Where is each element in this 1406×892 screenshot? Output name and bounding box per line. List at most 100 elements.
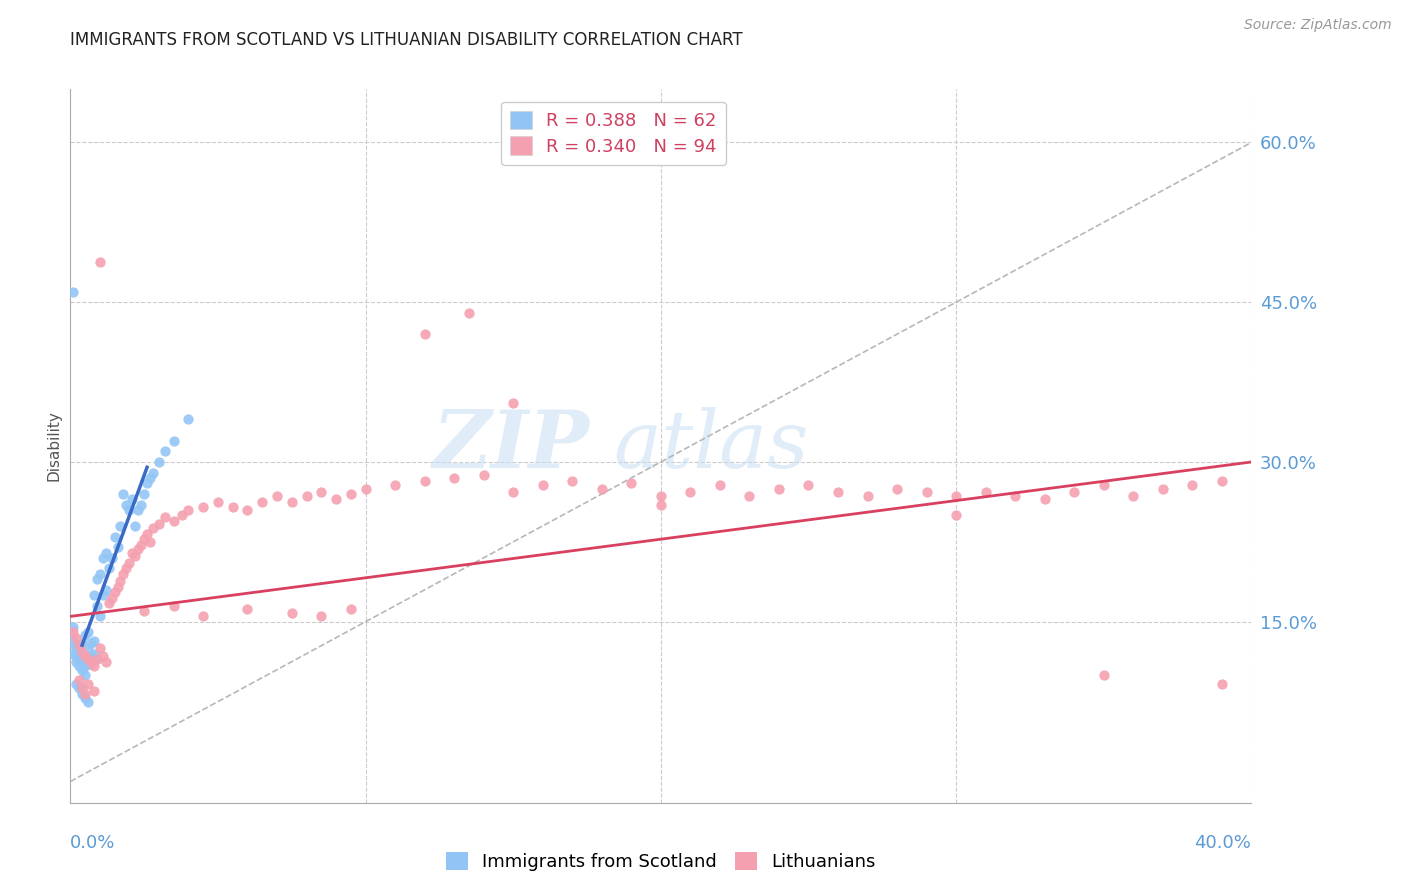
Point: [65, 641, 87, 656]
Point: [110, 519, 132, 533]
Point: [127, 503, 149, 517]
Point: [67, 652, 90, 666]
Point: [236, 503, 259, 517]
Point: [62, 285, 84, 299]
Point: [856, 489, 879, 503]
Point: [65, 676, 87, 690]
Point: [70, 687, 93, 701]
Point: [89, 566, 111, 581]
Point: [620, 476, 643, 491]
Point: [70, 648, 93, 663]
Point: [1181, 478, 1204, 492]
Point: [309, 609, 333, 624]
Point: [80, 655, 103, 669]
Point: [62, 620, 84, 634]
Point: [107, 580, 129, 594]
Point: [309, 484, 333, 499]
Point: [86, 599, 108, 613]
Point: [136, 527, 159, 541]
Point: [65, 655, 87, 669]
Point: [67, 673, 90, 688]
Text: 0.0%: 0.0%: [70, 834, 115, 852]
Point: [115, 561, 138, 575]
Point: [75, 668, 96, 682]
Point: [67, 644, 90, 658]
Point: [250, 495, 273, 509]
Point: [650, 489, 672, 503]
Point: [80, 657, 103, 672]
Point: [340, 487, 363, 501]
Point: [124, 549, 146, 563]
Point: [77, 652, 100, 666]
Point: [97, 596, 120, 610]
Point: [83, 684, 105, 698]
Legend: R = 0.388   N = 62, R = 0.340   N = 94: R = 0.388 N = 62, R = 0.340 N = 94: [502, 102, 725, 165]
Point: [121, 492, 143, 507]
Point: [945, 489, 967, 503]
Point: [83, 647, 105, 661]
Point: [115, 498, 138, 512]
Point: [100, 591, 122, 606]
Point: [112, 566, 135, 581]
Point: [797, 478, 820, 492]
Point: [177, 412, 200, 426]
Point: [67, 659, 90, 673]
Point: [132, 532, 156, 546]
Point: [77, 695, 100, 709]
Point: [281, 495, 304, 509]
Point: [75, 655, 96, 669]
Point: [207, 495, 229, 509]
Point: [75, 687, 96, 701]
Point: [94, 582, 117, 597]
Point: [77, 625, 100, 640]
Point: [75, 659, 96, 673]
Point: [62, 636, 84, 650]
Text: IMMIGRANTS FROM SCOTLAND VS LITHUANIAN DISABILITY CORRELATION CHART: IMMIGRANTS FROM SCOTLAND VS LITHUANIAN D…: [70, 31, 742, 49]
Point: [384, 478, 406, 492]
Point: [709, 478, 731, 492]
Point: [886, 482, 908, 496]
Point: [80, 648, 103, 663]
Point: [62, 625, 84, 640]
Point: [77, 641, 100, 656]
Point: [67, 638, 90, 652]
Point: [458, 306, 481, 320]
Point: [915, 484, 938, 499]
Point: [502, 396, 524, 410]
Point: [1063, 484, 1085, 499]
Y-axis label: Disability: Disability: [46, 410, 62, 482]
Point: [443, 471, 465, 485]
Point: [89, 609, 111, 624]
Text: 40.0%: 40.0%: [1195, 834, 1251, 852]
Text: Source: ZipAtlas.com: Source: ZipAtlas.com: [1244, 18, 1392, 32]
Point: [129, 538, 152, 552]
Point: [142, 521, 165, 535]
Point: [1211, 474, 1233, 488]
Point: [945, 508, 967, 523]
Point: [591, 482, 613, 496]
Point: [110, 574, 132, 589]
Point: [112, 487, 135, 501]
Point: [1033, 492, 1056, 507]
Point: [354, 482, 377, 496]
Point: [83, 659, 105, 673]
Point: [83, 634, 105, 648]
Point: [89, 641, 111, 656]
Point: [70, 636, 93, 650]
Point: [139, 534, 162, 549]
Point: [236, 602, 259, 616]
Point: [325, 492, 347, 507]
Point: [132, 487, 156, 501]
Point: [100, 550, 122, 565]
Point: [118, 503, 141, 517]
Point: [83, 588, 105, 602]
Point: [104, 585, 127, 599]
Point: [127, 542, 149, 557]
Point: [561, 474, 583, 488]
Point: [65, 631, 87, 645]
Point: [67, 638, 90, 652]
Point: [1211, 676, 1233, 690]
Point: [132, 604, 156, 618]
Point: [60, 631, 83, 645]
Point: [91, 648, 114, 663]
